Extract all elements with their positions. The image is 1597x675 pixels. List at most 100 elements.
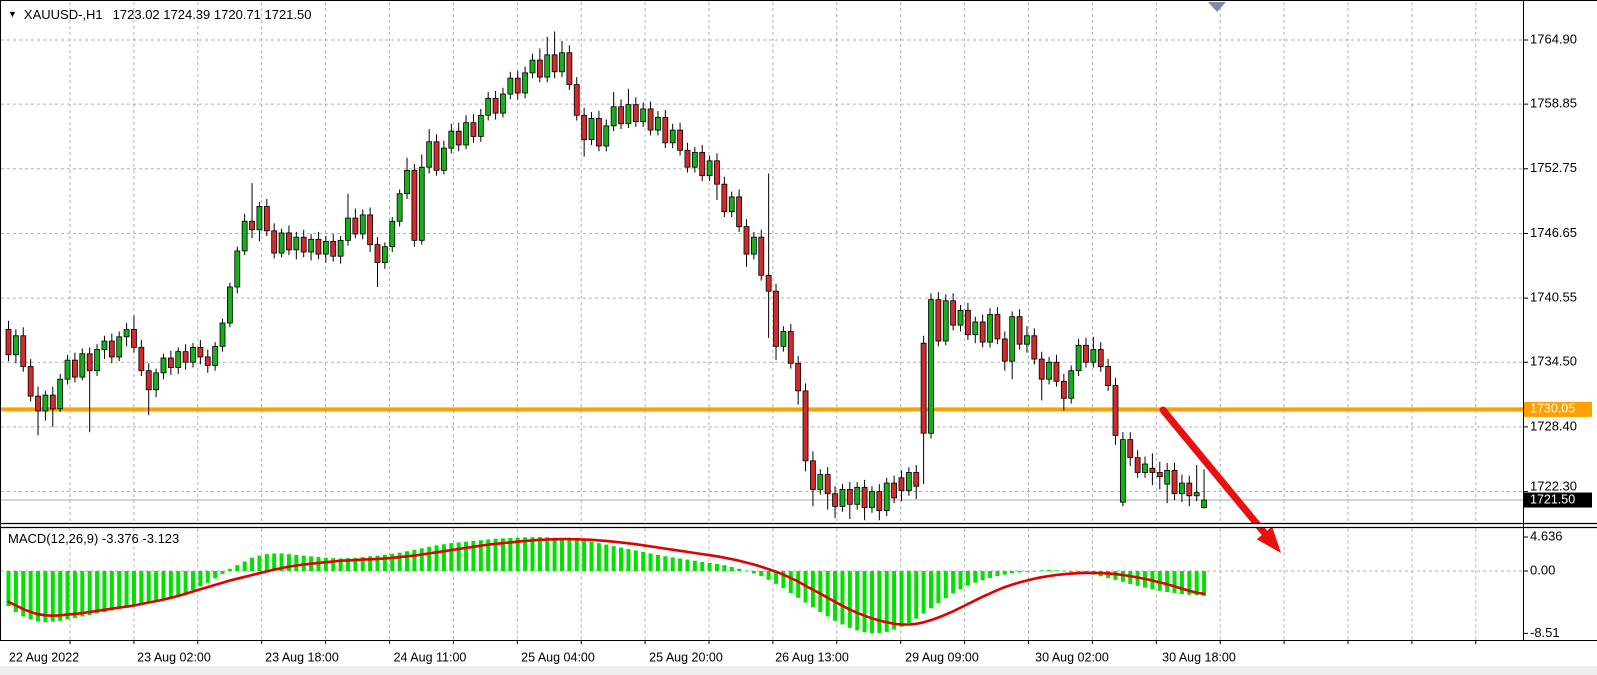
macd-histogram-bar: [205, 571, 210, 583]
candle-body: [160, 357, 167, 374]
macd-histogram-bar: [1047, 569, 1052, 571]
macd-histogram-bar: [220, 571, 225, 574]
time-axis[interactable]: 22 Aug 2022 23 Aug 02:00 23 Aug 18:00 24 Au…: [9, 640, 1477, 665]
macd-histogram-bar: [700, 561, 705, 571]
macd-histogram-bar: [1010, 571, 1015, 574]
macd-histogram-bar: [198, 571, 203, 587]
macd-histogram-bar: [648, 553, 653, 571]
candle-body: [706, 160, 713, 177]
candle-body: [662, 116, 669, 144]
candle-body: [1156, 472, 1163, 478]
macd-histogram-bar: [1039, 570, 1044, 572]
macd-tick-label: 4.636: [1530, 528, 1563, 543]
candle-body: [743, 226, 750, 255]
macd-histogram-bar: [921, 571, 926, 614]
candle-body: [677, 129, 683, 151]
macd-histogram-bar: [434, 545, 439, 571]
macd-histogram-bar: [1061, 570, 1066, 572]
candle-body: [876, 491, 883, 512]
macd-histogram-bar: [751, 571, 756, 574]
symbol-timeframe-label: XAUUSD-,H1: [23, 7, 103, 22]
candle-body: [1105, 366, 1112, 386]
candle-body: [352, 217, 359, 235]
macd-histogram-bar: [257, 555, 262, 571]
macd-histogram-bar: [286, 554, 291, 571]
macd-histogram-bar: [131, 571, 136, 607]
candle-body: [610, 106, 617, 127]
macd-histogram-bar: [154, 571, 159, 602]
candle-body: [1164, 469, 1171, 485]
candle-body: [101, 340, 108, 350]
candles-layer: [5, 31, 1207, 521]
candle-body: [433, 141, 440, 171]
macd-histogram-bar: [641, 551, 646, 571]
macd-histogram-bar: [655, 554, 660, 571]
price-badge-orange-label: 1730.05: [1530, 402, 1575, 416]
macd-histogram-bar: [552, 537, 557, 571]
symbol-dropdown-icon[interactable]: ▼: [8, 9, 17, 19]
candle-body: [12, 335, 19, 356]
candle-body: [780, 331, 787, 347]
macd-histogram-bar: [478, 540, 483, 571]
candle-body: [972, 321, 979, 336]
candle-body: [544, 54, 551, 78]
candle-body: [1186, 482, 1193, 497]
time-tick-label: 30 Aug 02:00: [1035, 650, 1109, 664]
candle-body: [1001, 338, 1008, 362]
candle-body: [522, 72, 528, 94]
candle-body: [1097, 349, 1104, 367]
candle-body: [1083, 344, 1089, 363]
candle-body: [72, 359, 78, 378]
macd-histogram-bar: [95, 571, 100, 614]
candle-body: [359, 214, 366, 235]
candle-body: [404, 169, 410, 195]
gridlines: [1, 2, 1523, 640]
macd-histogram-bar: [818, 571, 823, 613]
price-badge-current: [1524, 492, 1592, 508]
candle-body: [795, 362, 802, 392]
macd-signal-line: [7, 537, 1206, 626]
price-tick-label: 1722.30: [1530, 478, 1577, 493]
candle-body: [175, 351, 182, 368]
candle-body: [942, 300, 949, 342]
candle-body: [5, 328, 12, 356]
macd-histogram-bar: [250, 557, 255, 571]
macd-histogram-bar: [87, 571, 92, 615]
candle-body: [1016, 316, 1023, 345]
price-axis[interactable]: 1764.90 1758.85 1752.75 1746.65 1740.55 1734.…: [1523, 31, 1593, 508]
candle-body: [477, 114, 484, 137]
macd-histogram-bar: [242, 561, 247, 571]
macd-histogram-bar: [168, 571, 173, 599]
panel-separator[interactable]: [0, 522, 1597, 529]
candle-body: [758, 236, 765, 276]
candle-body: [381, 246, 388, 263]
candle-body: [839, 489, 846, 507]
macd-histogram-bar: [6, 571, 11, 607]
candle-body: [79, 353, 86, 378]
candle-body: [337, 239, 344, 257]
candle-body: [256, 206, 263, 231]
time-tick-label: 23 Aug 18:00: [265, 650, 339, 664]
candle-body: [204, 356, 211, 366]
macd-histogram-bar: [294, 554, 299, 571]
ohlc-values-label: 1723.02 1724.39 1720.71 1721.50: [112, 7, 312, 22]
macd-histogram-bar: [139, 571, 144, 605]
candle-body: [861, 486, 868, 508]
macd-axis[interactable]: 4.636 0.00 -8.51: [1523, 528, 1563, 640]
candle-body: [263, 206, 270, 232]
candle-body: [1142, 463, 1148, 473]
candle-body: [655, 116, 661, 131]
candle-body: [1193, 492, 1200, 497]
candle-body: [448, 130, 455, 149]
candle-body: [293, 236, 300, 251]
macd-histogram-bar: [272, 553, 277, 571]
candle-body: [123, 328, 130, 338]
candle-body: [1024, 335, 1030, 345]
candle-body: [883, 482, 890, 512]
candle-body: [86, 353, 93, 372]
candle-body: [891, 482, 897, 499]
candle-body: [647, 108, 654, 131]
candle-body: [1038, 358, 1045, 380]
macd-histogram-bar: [936, 571, 941, 604]
